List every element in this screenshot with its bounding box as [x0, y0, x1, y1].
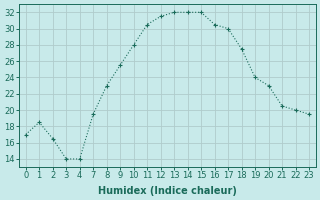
X-axis label: Humidex (Indice chaleur): Humidex (Indice chaleur) [98, 186, 237, 196]
